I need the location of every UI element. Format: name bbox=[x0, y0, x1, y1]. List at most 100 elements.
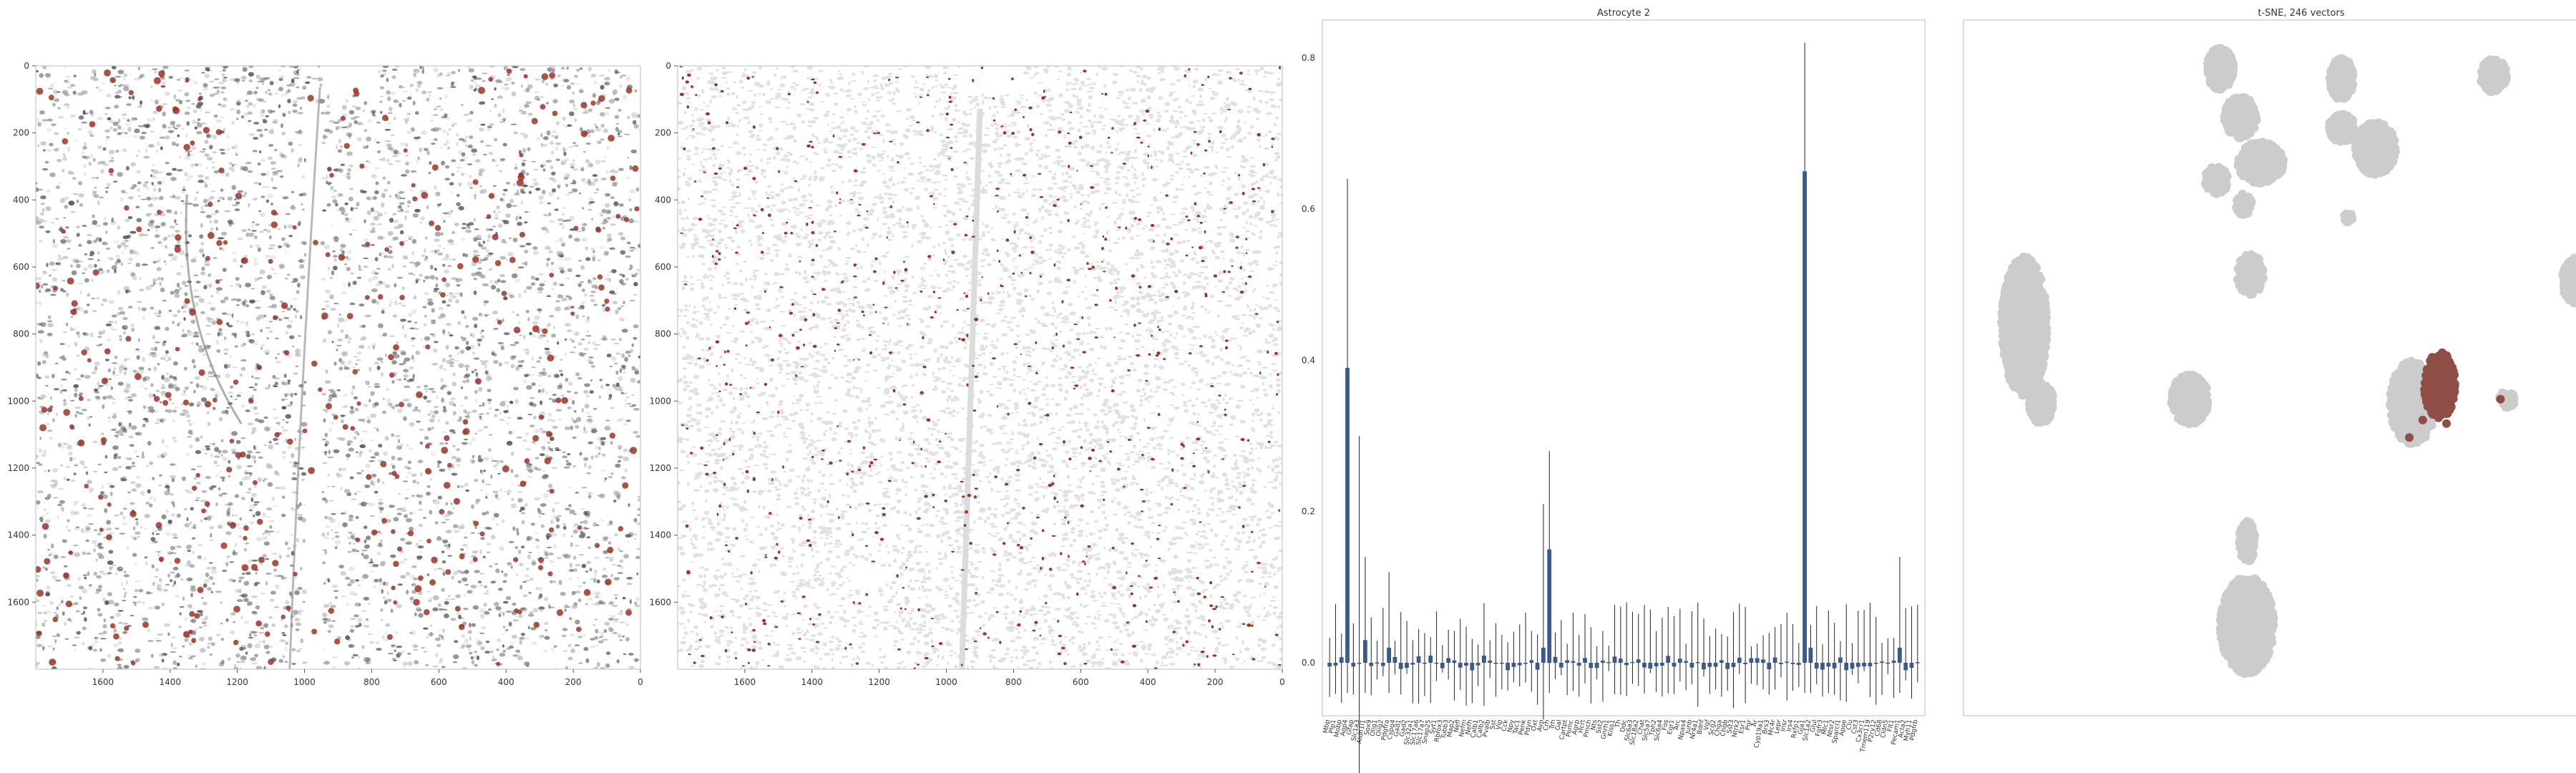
tissue-blob bbox=[170, 120, 175, 126]
tissue-blob bbox=[593, 407, 597, 410]
tissue-blob bbox=[374, 383, 380, 386]
tissue-blob bbox=[222, 449, 228, 454]
tissue-blob bbox=[182, 311, 187, 313]
tissue-blob bbox=[114, 92, 119, 94]
tissue-blob bbox=[583, 520, 588, 525]
tissue-blob bbox=[370, 244, 375, 246]
tissue-blob bbox=[117, 610, 124, 612]
tissue-blob bbox=[531, 160, 537, 162]
tissue-blob bbox=[589, 295, 595, 297]
tissue-blob bbox=[535, 277, 540, 281]
tissue-blob bbox=[484, 313, 488, 317]
tissue-blob bbox=[517, 214, 520, 220]
tissue-blob bbox=[254, 382, 258, 386]
tissue-blob bbox=[522, 147, 527, 153]
tissue-blob bbox=[268, 530, 275, 533]
tissue-blob bbox=[76, 233, 80, 237]
tissue-blob bbox=[231, 431, 238, 436]
tissue-blob bbox=[254, 643, 260, 648]
tissue-blob bbox=[329, 500, 334, 502]
tissue-blob bbox=[273, 273, 277, 275]
tissue-blob bbox=[356, 122, 364, 126]
tissue-blob bbox=[610, 574, 613, 578]
tissue-blob bbox=[549, 220, 555, 223]
tissue-blob bbox=[577, 598, 582, 603]
tissue-blob bbox=[575, 424, 580, 429]
tissue-blob bbox=[585, 334, 592, 337]
tissue-blob bbox=[636, 268, 640, 272]
tissue-blob bbox=[282, 634, 287, 636]
tissue-blob bbox=[79, 460, 85, 465]
tissue-blob bbox=[364, 219, 366, 224]
tissue-blob bbox=[149, 461, 154, 465]
tissue-blob bbox=[446, 215, 452, 218]
tissue-blob bbox=[280, 66, 286, 68]
tissue-blob bbox=[555, 142, 562, 145]
tissue-blob bbox=[393, 149, 399, 155]
tissue-blob bbox=[247, 601, 253, 606]
tissue-blob bbox=[193, 389, 196, 394]
tissue-blob bbox=[635, 555, 640, 560]
tissue-blob bbox=[99, 491, 105, 495]
tissue-blob bbox=[323, 418, 326, 423]
tissue-blob bbox=[59, 500, 65, 504]
tissue-blob bbox=[36, 622, 38, 627]
tissue-blob bbox=[526, 286, 532, 290]
tissue-blob bbox=[618, 612, 623, 616]
tissue-blob bbox=[192, 335, 200, 338]
tissue-blob bbox=[491, 517, 495, 520]
tissue-blob bbox=[388, 107, 393, 112]
tissue-blob bbox=[574, 545, 580, 547]
tissue-blob bbox=[203, 583, 208, 588]
tissue-blob bbox=[301, 422, 308, 427]
tissue-blob bbox=[216, 89, 220, 94]
tissue-blob bbox=[517, 293, 522, 298]
tissue-blob bbox=[37, 397, 41, 399]
tissue-blob bbox=[418, 273, 424, 277]
tissue-blob bbox=[578, 193, 582, 195]
tissue-blob bbox=[613, 500, 617, 502]
tissue-blob bbox=[67, 147, 71, 149]
tissue-blob bbox=[449, 182, 454, 186]
tissue-blob bbox=[132, 595, 137, 598]
tissue-blob bbox=[233, 621, 236, 623]
tissue-blob bbox=[605, 278, 610, 281]
tissue-blob bbox=[289, 461, 292, 464]
tissue-blob bbox=[552, 394, 557, 397]
tissue-blob bbox=[159, 195, 164, 200]
tissue-blob bbox=[187, 329, 190, 333]
tissue-blob bbox=[295, 365, 299, 367]
tissue-blob bbox=[566, 462, 572, 466]
tissue-blob bbox=[514, 399, 519, 404]
tissue-blob bbox=[76, 354, 80, 357]
tissue-blob bbox=[442, 212, 447, 214]
tissue-blob bbox=[326, 532, 330, 536]
tissue-blob bbox=[112, 445, 119, 450]
tissue-blob bbox=[447, 391, 452, 395]
tissue-blob bbox=[291, 320, 293, 323]
tissue-blob bbox=[381, 635, 385, 640]
tissue-blob bbox=[47, 315, 52, 319]
tissue-blob bbox=[610, 472, 614, 475]
tissue-blob bbox=[282, 429, 289, 432]
tissue-blob bbox=[379, 507, 384, 511]
tissue-blob bbox=[322, 561, 326, 565]
tissue-blob bbox=[634, 369, 640, 375]
tissue-blob bbox=[375, 545, 380, 548]
tissue-blob bbox=[100, 303, 104, 306]
tissue-blob bbox=[163, 260, 166, 263]
tissue-blob bbox=[523, 335, 526, 340]
tissue-blob bbox=[618, 376, 623, 381]
tissue-blob bbox=[485, 641, 490, 643]
tissue-blob bbox=[273, 417, 279, 419]
tissue-blob bbox=[624, 399, 627, 403]
tissue-blob bbox=[381, 588, 384, 594]
tissue-blob bbox=[575, 372, 580, 376]
tissue-blob bbox=[434, 231, 441, 237]
tissue-blob bbox=[376, 357, 384, 361]
tissue-blob bbox=[619, 273, 623, 276]
tissue-blob bbox=[184, 92, 190, 97]
tissue-blob bbox=[559, 283, 564, 285]
tissue-blob bbox=[389, 505, 395, 508]
tissue-blob bbox=[356, 351, 361, 355]
